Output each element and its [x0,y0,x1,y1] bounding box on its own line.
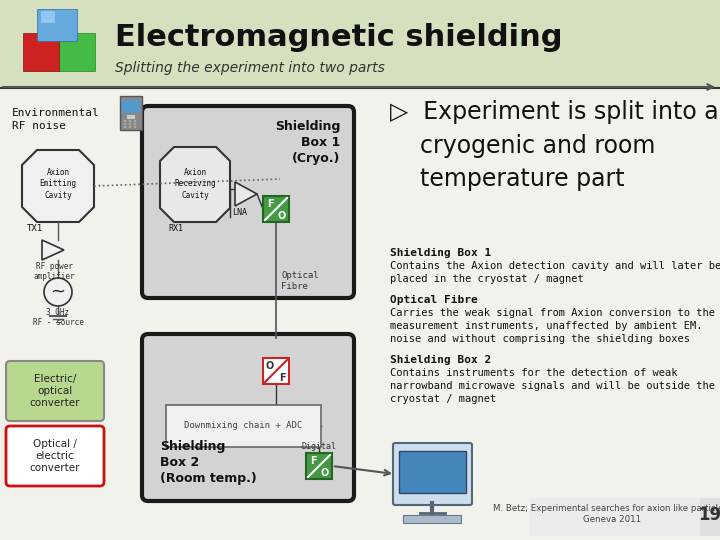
Text: Environmental
RF noise: Environmental RF noise [12,108,100,131]
Text: F: F [279,373,285,383]
Text: Electric/
optical
converter: Electric/ optical converter [30,374,80,408]
Bar [530,498,700,536]
Bar [0,88,720,540]
Circle shape [124,120,126,122]
Text: O: O [266,361,274,371]
Text: ▷  Experiment is split into a
    cryogenic and room
    temperature part: ▷ Experiment is split into a cryogenic a… [390,100,719,191]
Circle shape [124,123,126,125]
Text: Carries the weak signal from Axion conversion to the
measurement instruments, un: Carries the weak signal from Axion conve… [390,308,715,345]
Bar [127,115,135,119]
FancyBboxPatch shape [142,106,354,298]
Circle shape [134,120,136,122]
Bar [399,451,466,493]
Text: O: O [321,468,329,478]
Text: Electromagnetic shielding: Electromagnetic shielding [115,24,562,52]
Text: Optical Fibre: Optical Fibre [390,295,478,305]
Circle shape [134,123,136,125]
Circle shape [44,278,72,306]
Circle shape [124,126,126,128]
Bar [403,515,461,523]
Text: F: F [310,456,316,466]
FancyBboxPatch shape [142,334,354,501]
Text: TX1: TX1 [27,224,43,233]
FancyBboxPatch shape [57,33,95,71]
Text: F: F [266,199,274,209]
Text: RX1: RX1 [168,224,183,233]
Text: LNA: LNA [232,208,247,217]
Text: Splitting the experiment into two parts: Splitting the experiment into two parts [115,61,385,75]
Bar [306,453,332,479]
Text: Optical
Fibre: Optical Fibre [281,271,319,291]
Polygon shape [235,182,257,206]
Text: Shielding
Box 2
(Room temp.): Shielding Box 2 (Room temp.) [160,440,257,485]
Text: Shielding Box 1: Shielding Box 1 [390,248,491,258]
Text: Digital: Digital [302,442,336,451]
Text: Shielding Box 2: Shielding Box 2 [390,355,491,365]
Circle shape [129,120,131,122]
FancyBboxPatch shape [6,361,104,421]
Bar [122,100,140,113]
Text: RF power
amplifier: RF power amplifier [33,262,75,281]
Polygon shape [42,240,64,260]
Bar [0,0,720,88]
Bar [166,405,321,447]
Text: 3 GHz
RF - source: 3 GHz RF - source [32,308,84,327]
Text: Axion
Emitting
Cavity: Axion Emitting Cavity [40,168,76,200]
Circle shape [134,126,136,128]
Polygon shape [160,147,230,222]
Circle shape [129,126,131,128]
Text: M. Betz; Experimental searches for axion like particles,
Geneva 2011: M. Betz; Experimental searches for axion… [493,504,720,524]
Text: Contains instruments for the detection of weak
narrowband microwave signals and : Contains instruments for the detection o… [390,368,715,404]
Bar [263,358,289,384]
Text: O: O [278,211,286,221]
Text: Optical /
electric
converter: Optical / electric converter [30,438,80,474]
Polygon shape [22,150,94,222]
FancyBboxPatch shape [41,11,55,23]
FancyBboxPatch shape [6,426,104,486]
Bar [700,498,720,536]
Text: Downmixing chain + ADC: Downmixing chain + ADC [184,422,302,430]
FancyBboxPatch shape [393,443,472,505]
Text: Axion
Receiving
Cavity: Axion Receiving Cavity [174,168,216,200]
FancyBboxPatch shape [23,33,59,71]
Text: 19: 19 [698,506,720,524]
Text: Shielding
Box 1
(Cryo.): Shielding Box 1 (Cryo.) [274,120,340,165]
Circle shape [129,123,131,125]
Text: ~: ~ [50,283,66,301]
Text: Contains the Axion detection cavity and will later be
placed in the cryostat / m: Contains the Axion detection cavity and … [390,261,720,284]
FancyBboxPatch shape [37,9,77,41]
Bar [120,96,142,130]
Bar [263,196,289,222]
